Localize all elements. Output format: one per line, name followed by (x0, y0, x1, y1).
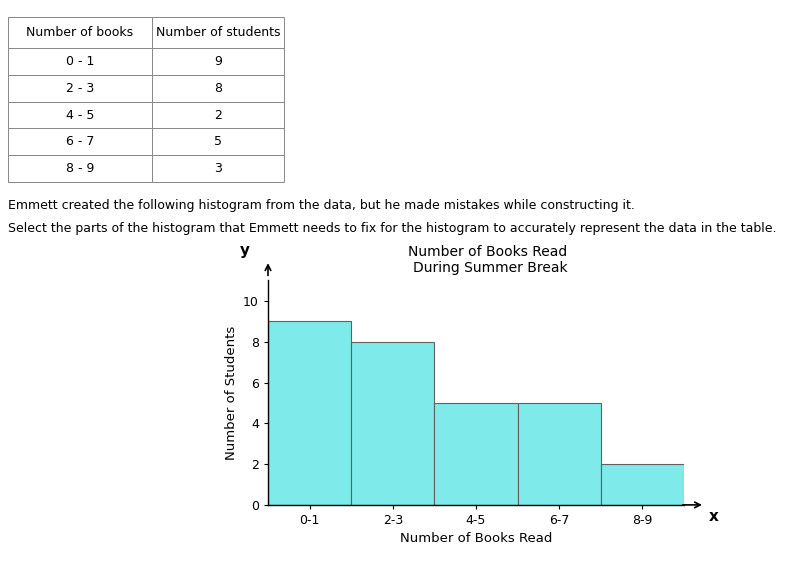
FancyBboxPatch shape (151, 128, 284, 155)
Text: Number of students: Number of students (155, 26, 280, 39)
FancyBboxPatch shape (151, 102, 284, 128)
FancyBboxPatch shape (151, 48, 284, 75)
Text: Number of Books Read
During Summer Break: Number of Books Read During Summer Break (408, 245, 567, 275)
Bar (351, 342, 434, 505)
Bar (268, 321, 351, 505)
FancyBboxPatch shape (8, 75, 151, 102)
Bar (434, 403, 518, 505)
Text: y: y (240, 243, 250, 258)
Text: 2: 2 (214, 108, 222, 122)
Text: x: x (709, 509, 719, 525)
FancyBboxPatch shape (8, 155, 151, 182)
FancyBboxPatch shape (8, 128, 151, 155)
Text: 8 - 9: 8 - 9 (66, 162, 94, 176)
Text: 0 - 1: 0 - 1 (66, 54, 94, 68)
FancyBboxPatch shape (151, 75, 284, 102)
FancyBboxPatch shape (8, 17, 151, 48)
Text: 4 - 5: 4 - 5 (66, 108, 94, 122)
Text: 8: 8 (214, 81, 222, 95)
Bar (518, 403, 601, 505)
Text: 6 - 7: 6 - 7 (66, 135, 94, 149)
Text: Emmett created the following histogram from the data, but he made mistakes while: Emmett created the following histogram f… (8, 199, 635, 212)
X-axis label: Number of Books Read: Number of Books Read (400, 532, 552, 545)
Text: 2 - 3: 2 - 3 (66, 81, 94, 95)
Text: 9: 9 (214, 54, 222, 68)
FancyBboxPatch shape (8, 102, 151, 128)
Text: 3: 3 (214, 162, 222, 176)
Text: 5: 5 (214, 135, 222, 149)
Text: Number of books: Number of books (26, 26, 134, 39)
FancyBboxPatch shape (8, 48, 151, 75)
FancyBboxPatch shape (151, 155, 284, 182)
Bar (601, 464, 684, 505)
FancyBboxPatch shape (151, 17, 284, 48)
Text: Select the parts of the histogram that Emmett needs to fix for the histogram to : Select the parts of the histogram that E… (8, 222, 777, 234)
Y-axis label: Number of Students: Number of Students (225, 325, 238, 460)
